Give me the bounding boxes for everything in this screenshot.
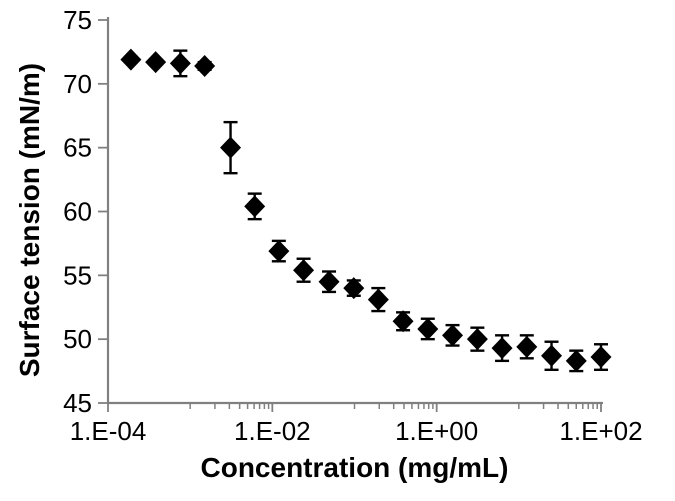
data-point — [120, 48, 142, 71]
data-point — [442, 324, 464, 347]
data-point — [293, 259, 315, 282]
y-tick-label: 65 — [63, 133, 92, 163]
data-point — [220, 136, 242, 159]
data-point — [318, 270, 340, 293]
data-point — [590, 346, 612, 369]
data-point — [417, 317, 439, 340]
y-tick-label: 55 — [63, 260, 92, 290]
data-point — [565, 349, 587, 372]
data-point — [268, 240, 290, 263]
y-tick-label: 70 — [63, 69, 92, 99]
y-axis-title: Surface tension (mN/m) — [14, 62, 45, 378]
x-tick-label: 1.E-02 — [234, 416, 311, 446]
y-tick-label: 60 — [63, 197, 92, 227]
data-point — [491, 337, 513, 360]
data-point — [466, 328, 488, 351]
x-tick-label: 1.E+00 — [395, 416, 478, 446]
x-axis-title: Concentration (mg/mL) — [200, 452, 509, 483]
data-point — [244, 195, 266, 218]
data-point — [343, 277, 365, 300]
data-point — [145, 51, 167, 74]
data-point — [516, 335, 538, 358]
data-point — [367, 288, 389, 311]
data-point — [194, 54, 216, 77]
y-tick-label: 45 — [63, 388, 92, 418]
y-tick-label: 50 — [63, 324, 92, 354]
data-point — [392, 310, 414, 333]
y-tick-label: 75 — [63, 5, 92, 35]
x-tick-label: 1.E-04 — [70, 416, 147, 446]
data-point — [169, 52, 191, 75]
x-tick-label: 1.E+02 — [559, 416, 642, 446]
data-point — [541, 344, 563, 367]
